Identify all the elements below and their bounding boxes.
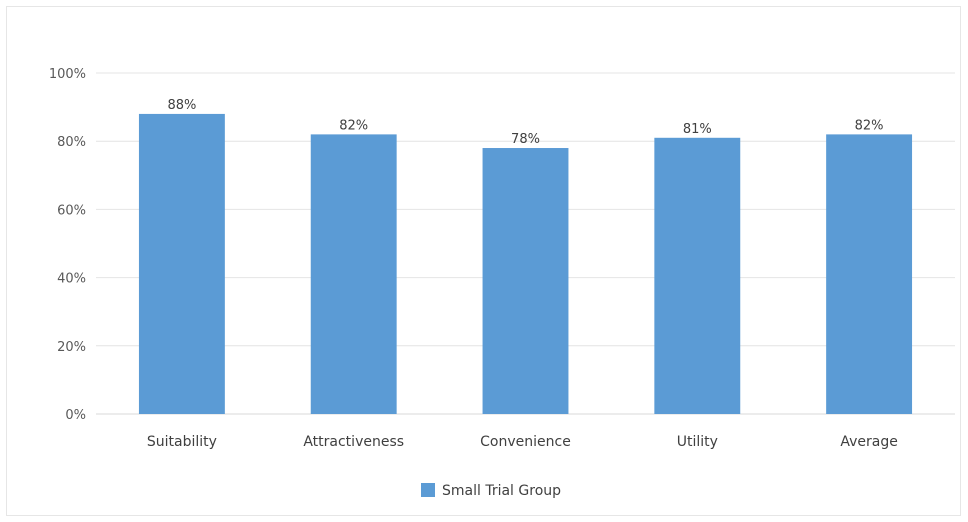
- data-label: 82%: [339, 118, 368, 133]
- bar-suitability: [138, 113, 225, 415]
- data-label: 78%: [511, 132, 540, 147]
- y-tick-label: 80%: [57, 135, 86, 150]
- data-labels: 88% 82% 78% 81% 82%: [167, 98, 883, 147]
- category-label: Suitability: [147, 434, 217, 450]
- bar-average: [826, 134, 913, 414]
- x-axis-categories: Suitability Attractiveness Convenience Util…: [147, 434, 898, 450]
- legend: Small Trial Group: [421, 483, 561, 499]
- bar-utility: [654, 137, 741, 415]
- legend-label: Small Trial Group: [442, 483, 561, 499]
- data-label: 81%: [683, 122, 712, 137]
- bar-attractiveness: [310, 134, 397, 414]
- category-label: Convenience: [480, 434, 571, 450]
- legend-swatch: [421, 483, 435, 497]
- y-tick-label: 0%: [65, 408, 86, 423]
- data-label: 82%: [855, 118, 884, 133]
- y-tick-label: 100%: [49, 67, 86, 82]
- y-axis-ticks: 0% 20% 40% 60% 80% 100%: [49, 67, 86, 423]
- data-label: 88%: [167, 98, 196, 113]
- y-tick-label: 40%: [57, 272, 86, 287]
- category-label: Attractiveness: [303, 434, 404, 450]
- bar-convenience: [482, 148, 569, 414]
- category-label: Average: [840, 434, 898, 450]
- bars: [138, 113, 913, 415]
- y-tick-label: 60%: [57, 203, 86, 218]
- category-label: Utility: [677, 434, 718, 450]
- y-tick-label: 20%: [57, 340, 86, 355]
- grid-lines: [96, 72, 955, 415]
